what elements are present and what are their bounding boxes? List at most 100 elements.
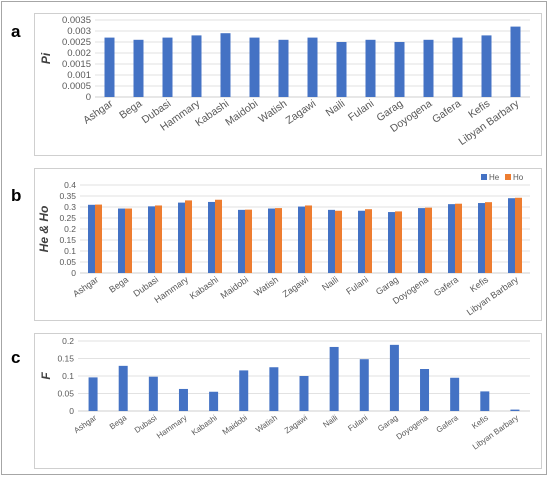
- x-tick-label-a: Gafera: [430, 98, 463, 126]
- x-tick-label-c: Ashgar: [72, 413, 98, 435]
- y-tick-label-b: 0.3: [64, 202, 76, 212]
- bar-a-doyogena: [423, 39, 434, 97]
- bar-b-zagawi-ho: [305, 205, 312, 273]
- x-tick-label-a: Naili: [324, 98, 348, 120]
- x-tick-label-c: Kabashi: [190, 413, 219, 437]
- bar-a-kefis: [481, 35, 492, 97]
- bar-c-garag: [389, 344, 399, 411]
- x-tick-label-c: Dubasi: [133, 413, 159, 435]
- bar-c-kefis: [480, 391, 490, 411]
- y-tick-label-c: 0.05: [57, 389, 74, 399]
- y-tick-label-b: 0: [71, 268, 76, 278]
- x-tick-label-b: Ashgar: [71, 274, 100, 299]
- x-tick-label-b: Kabashi: [188, 274, 220, 301]
- bar-a-fulani: [365, 39, 376, 97]
- bar-c-naili: [329, 346, 339, 411]
- bar-b-libyan-barbary-ho: [515, 197, 522, 273]
- x-tick-label-b: Kefis: [468, 274, 491, 294]
- bar-b-kefis-he: [478, 203, 485, 273]
- bar-b-fulani-he: [358, 210, 365, 273]
- y-tick-label-b: 0.25: [59, 213, 76, 223]
- bar-b-bega-he: [118, 208, 125, 273]
- y-tick-label-b: 0.15: [59, 235, 76, 245]
- bar-b-kefis-ho: [485, 202, 492, 273]
- bar-c-bega: [118, 365, 128, 411]
- y-tick-label-b: 0.2: [64, 224, 76, 234]
- bar-b-garag-he: [388, 212, 395, 273]
- x-tick-label-c: Watish: [254, 413, 279, 434]
- legend-label-he: He: [489, 173, 500, 182]
- bar-b-hammary-he: [178, 202, 185, 273]
- bar-b-zagawi-he: [298, 206, 305, 273]
- bar-b-gafera-ho: [455, 203, 462, 273]
- y-tick-label-a: 0.0035: [62, 15, 91, 26]
- x-tick-label-b: Hammary: [152, 274, 190, 305]
- bar-a-libyan-barbary: [510, 26, 521, 98]
- legend-label-ho: Ho: [513, 173, 524, 182]
- x-tick-label-c: Zagawi: [283, 413, 309, 435]
- bar-c-ashgar: [88, 377, 98, 411]
- panel-letter-c: c: [11, 348, 21, 367]
- y-tick-label-a: 0.002: [67, 48, 91, 59]
- y-tick-label-b: 0.4: [64, 180, 76, 190]
- legend-swatch-ho: [505, 174, 511, 180]
- x-tick-label-a: Fulani: [346, 98, 376, 124]
- x-tick-label-b: Gafera: [432, 274, 460, 298]
- bar-b-naili-ho: [335, 210, 342, 273]
- y-tick-label-b: 0.35: [59, 191, 76, 201]
- bar-c-watish: [269, 367, 279, 411]
- bar-a-zagawi: [307, 37, 318, 97]
- panel-letter-b: b: [11, 186, 22, 205]
- x-tick-label-b: Bega: [107, 274, 130, 294]
- bar-a-watish: [278, 39, 289, 97]
- y-axis-label-c: F: [39, 372, 53, 380]
- y-axis-label-a: Pi: [39, 52, 53, 64]
- x-tick-label-c: Hammary: [155, 413, 189, 440]
- y-tick-label-a: 0: [86, 92, 91, 103]
- bar-b-maidobi-ho: [245, 209, 252, 273]
- bar-b-gafera-he: [448, 204, 455, 273]
- panel-letter-a: a: [11, 22, 21, 41]
- bar-a-ashgar: [104, 37, 115, 97]
- bar-c-fulani: [359, 359, 369, 411]
- bar-b-fulani-ho: [365, 209, 372, 273]
- x-tick-label-c: Fulani: [346, 413, 369, 433]
- bar-b-doyogena-ho: [425, 207, 432, 273]
- bar-a-garag: [394, 42, 405, 97]
- bar-b-kabashi-he: [208, 201, 215, 273]
- x-tick-label-a: Kabashi: [193, 98, 231, 130]
- bar-a-kabashi: [220, 33, 231, 97]
- bar-b-ashgar-he: [88, 204, 95, 273]
- bar-b-watish-ho: [275, 208, 282, 273]
- y-tick-label-c: 0.15: [57, 354, 74, 364]
- bar-a-gafera: [452, 37, 463, 97]
- bar-b-doyogena-he: [418, 208, 425, 273]
- x-tick-label-c: Doyogena: [395, 413, 430, 442]
- y-tick-label-a: 0.0005: [62, 81, 91, 92]
- x-tick-label-b: Watish: [252, 274, 280, 298]
- x-tick-label-b: Naili: [320, 274, 340, 292]
- bar-a-maidobi: [249, 37, 260, 97]
- y-tick-label-b: 0.1: [64, 246, 76, 256]
- y-axis-label-b: He & Ho: [37, 206, 51, 253]
- x-tick-label-c: Maidobi: [221, 413, 249, 437]
- bar-b-libyan-barbary-he: [508, 198, 515, 273]
- bar-c-kabashi: [209, 391, 219, 411]
- x-tick-label-c: Gafera: [435, 413, 461, 435]
- x-tick-label-b: Fulani: [344, 274, 370, 296]
- bar-a-bega: [133, 39, 144, 97]
- x-tick-label-a: Zagawi: [284, 98, 319, 127]
- bar-c-zagawi: [299, 376, 309, 411]
- bar-b-hammary-ho: [185, 200, 192, 273]
- bar-c-dubasi: [148, 376, 158, 411]
- bar-a-dubasi: [162, 37, 173, 97]
- bar-b-dubasi-he: [148, 206, 155, 273]
- bar-a-naili: [336, 42, 347, 97]
- bar-c-libyan-barbary: [510, 409, 520, 411]
- y-tick-label-a: 0.0015: [62, 59, 91, 70]
- bar-b-ashgar-ho: [95, 204, 102, 273]
- x-tick-label-c: Naili: [321, 413, 339, 429]
- y-tick-label-a: 0.0025: [62, 37, 91, 48]
- bar-c-maidobi: [239, 370, 249, 411]
